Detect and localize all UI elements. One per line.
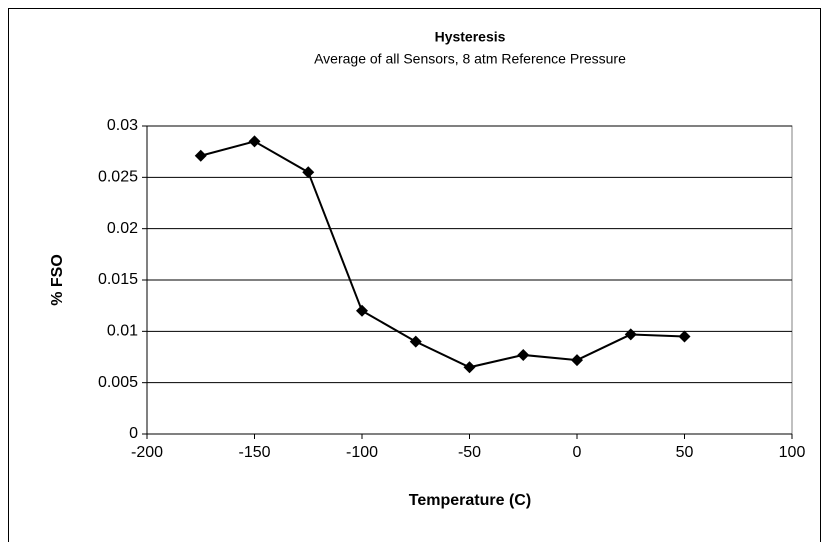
data-point bbox=[248, 135, 261, 148]
x-tick-label: -150 bbox=[238, 444, 270, 461]
data-point bbox=[302, 166, 315, 179]
series-line bbox=[200, 140, 685, 369]
y-tick-label: 0 bbox=[129, 425, 138, 442]
y-tick-label: 0.02 bbox=[107, 220, 138, 237]
chart-title: Hysteresis bbox=[435, 29, 506, 45]
data-point bbox=[194, 149, 207, 162]
data-point bbox=[356, 304, 368, 317]
x-tick-label: 100 bbox=[779, 444, 806, 461]
data-point bbox=[678, 330, 691, 343]
x-tick-label: 0 bbox=[573, 444, 582, 461]
data-point bbox=[571, 354, 583, 367]
x-tick-label: -100 bbox=[346, 444, 378, 461]
data-point bbox=[409, 335, 422, 348]
x-tick-label: -50 bbox=[458, 444, 481, 461]
y-tick-label: 0.025 bbox=[98, 169, 138, 186]
y-tick-label: 0.01 bbox=[107, 323, 138, 340]
x-tick-label: 50 bbox=[676, 444, 694, 461]
chart-subtitle: Average of all Sensors, 8 atm Reference … bbox=[314, 51, 626, 67]
y-tick-label: 0.005 bbox=[98, 374, 138, 391]
x-axis-label: Temperature (C) bbox=[409, 492, 531, 509]
data-point bbox=[517, 348, 530, 361]
y-tick-label: 0.03 bbox=[107, 117, 138, 134]
data-point bbox=[624, 328, 637, 341]
data-point bbox=[463, 361, 476, 374]
y-axis-label: % FSO bbox=[49, 254, 66, 306]
y-tick-label: 0.015 bbox=[98, 271, 138, 288]
x-tick-label: -200 bbox=[131, 444, 163, 461]
